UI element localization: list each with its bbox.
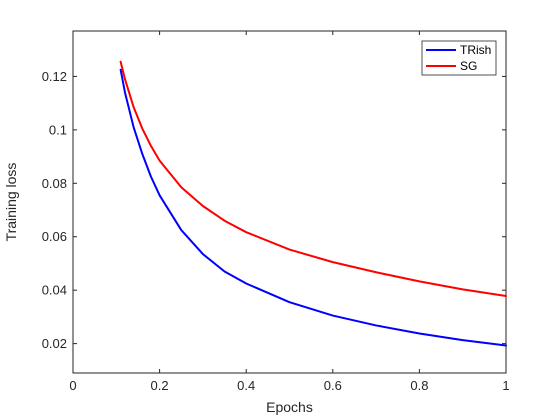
y-tick-label: 0.08 — [42, 176, 67, 191]
series-line-trish — [119, 68, 507, 347]
x-axis: 0 0.2 0.4 0.6 0.8 1 — [69, 31, 510, 393]
x-tick-label: 0 — [69, 378, 76, 393]
y-axis-label: Training loss — [3, 163, 19, 242]
x-tick-label: 1 — [502, 378, 509, 393]
y-axis: 0.02 0.04 0.06 0.08 0.1 0.12 — [42, 69, 506, 351]
legend-box — [421, 40, 497, 76]
y-tick-label: 0.12 — [42, 69, 67, 84]
series-layer — [119, 60, 507, 347]
legend-label-sg: SG — [460, 59, 477, 73]
y-tick-label: 0.1 — [49, 122, 67, 137]
x-tick-label: 0.6 — [324, 378, 342, 393]
plot-area — [72, 30, 507, 374]
series-line-sg — [119, 60, 507, 298]
x-tick-label: 0.2 — [151, 378, 169, 393]
x-tick-label: 0.4 — [237, 378, 255, 393]
y-tick-label: 0.06 — [42, 229, 67, 244]
legend-label-trish: TRish — [460, 43, 491, 57]
x-tick-label: 0.8 — [410, 378, 428, 393]
y-tick-label: 0.02 — [42, 336, 67, 351]
x-axis-label: Epochs — [266, 399, 313, 415]
y-tick-label: 0.04 — [42, 283, 67, 298]
legend: TRish SG — [421, 40, 497, 76]
